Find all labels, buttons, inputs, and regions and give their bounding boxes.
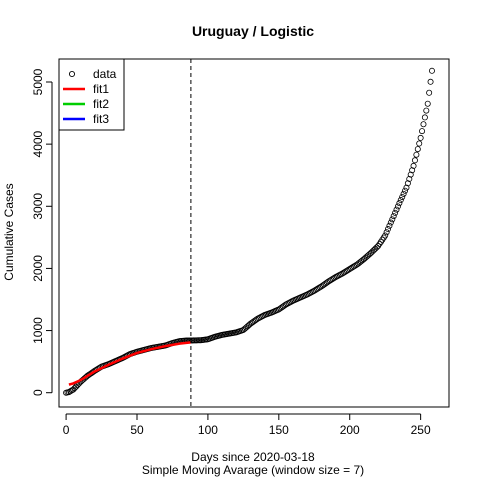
data-point <box>406 175 413 182</box>
data-point <box>428 67 435 74</box>
x-tick-label: 50 <box>130 423 144 437</box>
x-axis-sublabel: Simple Moving Avarage (window size = 7) <box>142 463 364 477</box>
data-point <box>392 209 399 216</box>
data-point <box>423 107 430 114</box>
data-point <box>396 200 403 207</box>
x-tick-label: 100 <box>198 423 218 437</box>
x-axis-label: Days since 2020-03-18 <box>191 450 315 464</box>
data-point <box>414 146 421 153</box>
y-axis-label: Cumulative Cases <box>2 183 16 280</box>
data-point <box>426 89 433 96</box>
data-point <box>385 226 392 233</box>
data-point <box>420 121 427 128</box>
y-tick-label: 3000 <box>31 193 45 220</box>
x-tick-label: 200 <box>340 423 360 437</box>
data-point <box>409 167 416 174</box>
data-point <box>73 383 80 390</box>
data-point <box>421 114 428 121</box>
data-point <box>393 206 400 213</box>
data-point <box>400 190 407 197</box>
data-point <box>394 203 401 210</box>
y-tick-label: 5000 <box>31 68 45 95</box>
data-point <box>427 78 434 85</box>
data-point <box>399 193 406 200</box>
data-point <box>411 157 418 164</box>
chart-title: Uruguay / Logistic <box>192 23 314 39</box>
data-point <box>417 134 424 141</box>
data-point <box>403 184 410 191</box>
data-point <box>397 197 404 204</box>
data-point <box>389 216 396 223</box>
legend-label-fit3: fit3 <box>93 112 109 126</box>
data-point <box>390 213 397 220</box>
y-tick-label: 0 <box>31 389 45 396</box>
legend-label-fit1: fit1 <box>93 82 109 96</box>
fit1-line <box>68 341 192 386</box>
fit-lines <box>68 341 192 386</box>
y-tick-label: 1000 <box>31 317 45 344</box>
data-point <box>383 229 390 236</box>
legend-label-fit2: fit2 <box>93 97 109 111</box>
data-point <box>386 222 393 229</box>
data-point <box>404 180 411 187</box>
data-point <box>402 187 409 194</box>
legend-point-icon <box>68 70 76 78</box>
data-point <box>382 232 389 239</box>
y-tick-label: 4000 <box>31 130 45 157</box>
data-point <box>407 171 414 178</box>
data-point <box>424 100 431 107</box>
plot-frame <box>58 58 450 408</box>
legend-label-data: data <box>93 67 117 81</box>
y-tick-label: 2000 <box>31 255 45 282</box>
x-tick-label: 150 <box>269 423 289 437</box>
x-tick-label: 0 <box>63 423 70 437</box>
data-point <box>416 140 423 147</box>
data-point <box>410 162 417 169</box>
data-point <box>387 219 394 226</box>
data-point <box>413 151 420 158</box>
data-point <box>419 128 426 135</box>
x-tick-label: 250 <box>411 423 431 437</box>
